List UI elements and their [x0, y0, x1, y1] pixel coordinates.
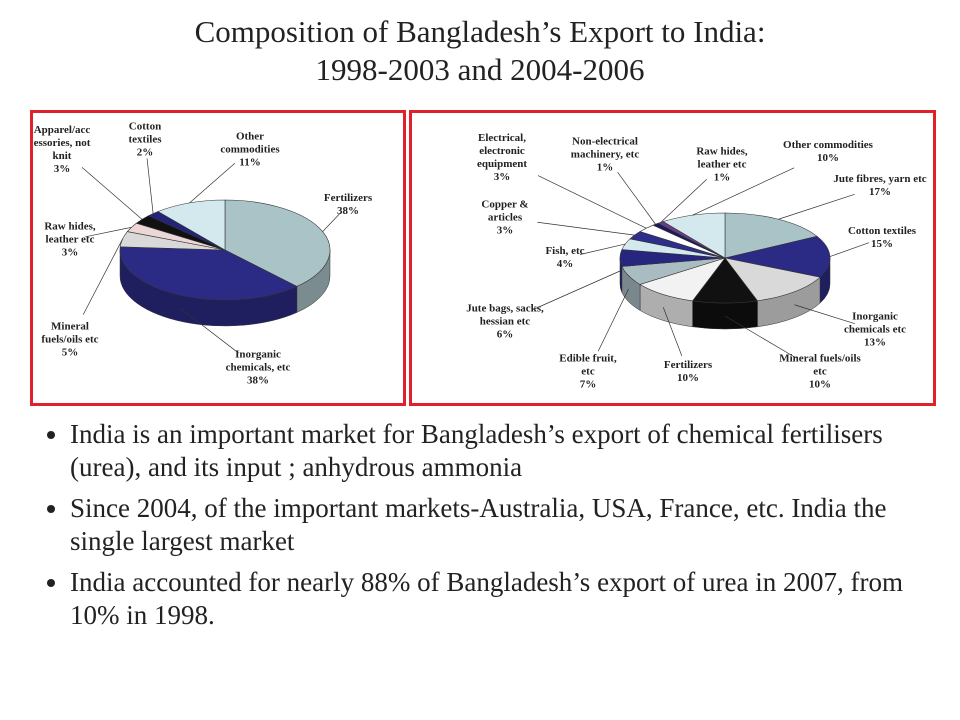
- label-value: 10%: [817, 152, 839, 164]
- label-name: Apparel/accessories, not knit: [33, 124, 91, 162]
- data-label: Electrical, electronic equipment 3%: [462, 132, 542, 184]
- leader-line: [778, 193, 855, 220]
- label-name: Other commodities: [783, 139, 873, 151]
- data-label: Inorganic chemicals, etc 38%: [218, 349, 298, 388]
- chart-frame: [409, 110, 936, 406]
- leader-line: [660, 179, 707, 223]
- label-name: Edible fruit, etc: [559, 352, 617, 378]
- data-label: Cotton textiles 2%: [115, 121, 175, 160]
- slice: [724, 257, 821, 302]
- label-value: 3%: [53, 163, 71, 175]
- leader-line: [794, 304, 855, 325]
- leader-line: [180, 307, 239, 354]
- label-name: Raw hides, leather etc: [696, 145, 748, 171]
- label-name: Inorganic chemicals etc: [844, 310, 906, 336]
- leader-line: [189, 162, 236, 204]
- label-name: Copper & articles: [481, 198, 529, 224]
- data-label: Copper & articles 3%: [475, 199, 535, 238]
- label-value: 15%: [871, 238, 893, 250]
- label-value: 11%: [239, 156, 261, 169]
- leader-line: [533, 270, 621, 310]
- label-name: Mineral fuels/oils etc: [41, 320, 99, 346]
- bullet-list: India is an important market for Banglad…: [30, 418, 930, 640]
- data-label: Raw hides, leather etc 3%: [38, 221, 103, 260]
- label-name: Jute bags, sacks, hessian etc: [466, 302, 544, 328]
- slice: [157, 199, 226, 251]
- leader-line: [579, 243, 626, 255]
- label-value: 3%: [496, 224, 514, 237]
- data-label: Fertilizers 38%: [313, 192, 383, 218]
- data-label: Inorganic chemicals etc 13%: [830, 311, 920, 350]
- label-name: Mineral fuels/oils etc: [779, 352, 861, 378]
- slice: [119, 246, 298, 301]
- chart-frame: [30, 110, 406, 406]
- label-name: Fish, etc: [545, 245, 585, 257]
- label-value: 1%: [596, 161, 614, 174]
- bullet: India is an important market for Banglad…: [70, 418, 930, 484]
- label-value: 13%: [864, 336, 886, 349]
- label-value: 2%: [136, 146, 154, 159]
- data-label: Other commodities 10%: [783, 139, 873, 165]
- leader-line: [146, 158, 154, 214]
- slice: [224, 199, 331, 287]
- data-label: Cotton textiles 15%: [832, 225, 932, 251]
- leader-line: [82, 238, 123, 315]
- label-name: Cotton textiles: [847, 225, 917, 237]
- data-label: Edible fruit, etc 7%: [553, 353, 623, 392]
- data-label: Jute bags, sacks, hessian etc 6%: [458, 303, 553, 342]
- bullet: Since 2004, of the important markets-Aus…: [70, 492, 930, 558]
- label-name: Other commodities: [220, 130, 280, 156]
- label-name: Inorganic chemicals, etc: [225, 348, 291, 374]
- label-value: 10%: [677, 372, 699, 384]
- label-value: 1%: [713, 171, 731, 184]
- leader-line: [829, 242, 870, 257]
- label-value: 10%: [809, 378, 831, 391]
- label-name: Non-electrical machinery, etc: [570, 135, 640, 161]
- label-value: 5%: [61, 346, 79, 359]
- data-label: Raw hides, leather etc 1%: [682, 146, 762, 185]
- label-value: 4%: [556, 258, 574, 270]
- leader-line: [692, 167, 795, 216]
- leader-line: [537, 221, 635, 236]
- leader-line: [597, 288, 629, 352]
- label-value: 7%: [579, 378, 597, 391]
- data-label: Mineral fuels/oils etc 10%: [775, 353, 865, 392]
- slice-side: [692, 300, 758, 330]
- data-label: Other commodities 11%: [220, 131, 280, 170]
- leader-line: [724, 315, 797, 359]
- data-label: Non-electrical machinery, etc 1%: [560, 136, 650, 175]
- leader-line: [85, 226, 132, 238]
- label-value: 3%: [493, 171, 511, 183]
- data-label: Fish, etc 4%: [535, 245, 595, 271]
- label-value: 6%: [496, 328, 514, 341]
- label-name: Jute fibres, yarn etc: [833, 173, 927, 185]
- leader-line: [662, 307, 683, 356]
- label-name: Cotton textiles: [128, 120, 162, 146]
- slide-title: 1998-2003 and 2004-2006: [315, 52, 645, 87]
- label-value: 17%: [869, 186, 891, 198]
- label-name: Raw hides, leather etc: [44, 220, 96, 246]
- data-label: Mineral fuels/oils etc 5%: [35, 321, 105, 360]
- leader-line: [322, 211, 342, 232]
- leader-line: [81, 167, 143, 220]
- label-name: Fertilizers: [663, 359, 713, 371]
- slice: [724, 212, 818, 259]
- slide-title: Composition of Bangladesh’s Export to In…: [194, 14, 766, 49]
- label-value: 3%: [61, 246, 79, 259]
- data-label: Apparel/accessories, not knit 3%: [32, 124, 92, 176]
- label-name: Fertilizers: [323, 192, 373, 204]
- label-value: 38%: [247, 374, 269, 387]
- data-label: Jute fibres, yarn etc 17%: [830, 173, 930, 199]
- data-label: Fertilizers 10%: [653, 359, 723, 385]
- label-value: 38%: [337, 205, 359, 217]
- leader-line: [617, 172, 656, 225]
- bullet: India accounted for nearly 88% of Bangla…: [70, 566, 930, 632]
- label-name: Electrical, electronic equipment: [476, 132, 528, 170]
- leader-line: [537, 175, 647, 229]
